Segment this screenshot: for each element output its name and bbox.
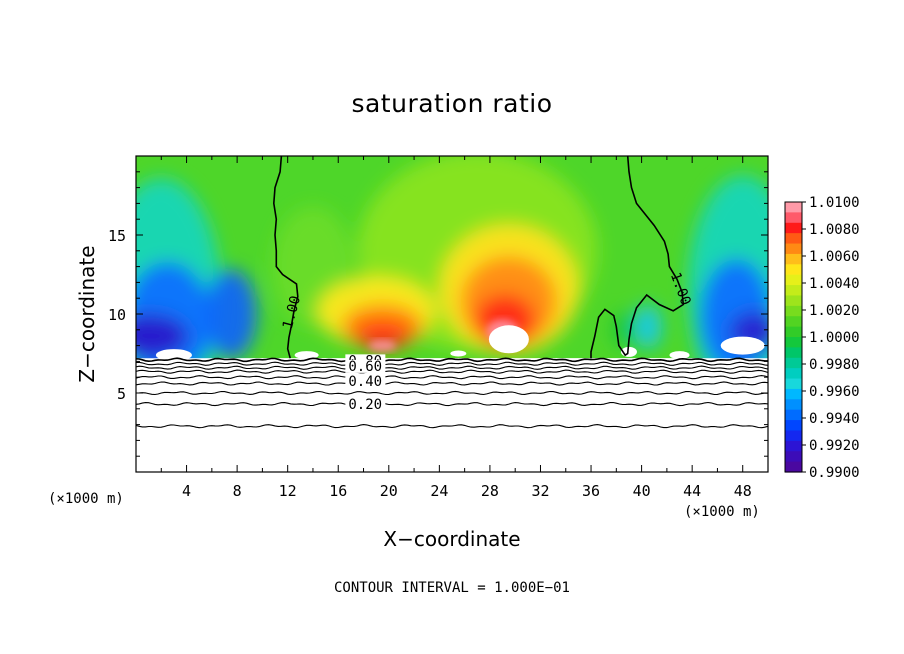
colorbar-band <box>785 233 802 245</box>
x-tick-label: 44 <box>683 482 701 500</box>
x-tick-label: 16 <box>329 482 347 500</box>
y-tick-label: 5 <box>117 385 126 403</box>
saturation-field <box>136 156 768 472</box>
x-axis-title: X−coordinate <box>383 527 520 551</box>
x-axis-ticks: 4 8 12 16 20 24 28 32 36 40 44 48 <box>160 156 752 500</box>
contour-label-bg <box>345 374 386 388</box>
contour-lines <box>136 156 768 429</box>
colorbar-label: 0.9960 <box>809 384 860 400</box>
colorbar-band <box>785 295 802 307</box>
colorbar-band <box>785 399 802 411</box>
white-mound-2 <box>488 325 529 354</box>
colorbar-label: 1.0000 <box>809 330 860 346</box>
white-mound-4 <box>720 336 765 355</box>
colorbar-label: 0.9920 <box>809 438 860 454</box>
x-tick-label: 12 <box>279 482 297 500</box>
white-mound-3 <box>450 350 467 357</box>
x-tick-label: 32 <box>531 482 549 500</box>
left-deep <box>136 314 189 359</box>
contour-level-6 <box>136 390 768 396</box>
contour-level-3 <box>136 369 768 374</box>
y-axis-title: Z−coordinate <box>75 245 99 382</box>
colorbar-band <box>785 461 802 473</box>
colorbar-band <box>785 378 802 390</box>
mid-cyan <box>633 304 662 349</box>
contour-interval-note: CONTOUR INTERVAL = 1.000E−01 <box>334 580 570 596</box>
white-mound-1 <box>294 351 319 360</box>
y-tick-label: 10 <box>108 306 126 324</box>
x-tick-label: 48 <box>734 482 752 500</box>
x-tick-label: 20 <box>380 482 398 500</box>
chart-title: saturation ratio <box>351 89 552 118</box>
lower-white <box>136 358 768 472</box>
x-tick-label: 24 <box>430 482 448 500</box>
colorbar-band <box>785 337 802 348</box>
contour-level-8 <box>136 424 768 429</box>
colorbar-band <box>785 451 802 463</box>
y-tick-label: 15 <box>108 227 126 245</box>
colorbar-band <box>785 326 802 338</box>
colorbar-label: 0.9900 <box>809 465 860 481</box>
x-tick-label: 4 <box>182 482 191 500</box>
contour-label: 0.60 <box>348 359 382 375</box>
colorbar-label: 1.0020 <box>809 303 860 319</box>
colorbar-label: 1.0100 <box>809 195 860 211</box>
contour-label: 0.20 <box>348 397 382 413</box>
x-tick-label: 36 <box>582 482 600 500</box>
colorbar-label: 1.0040 <box>809 276 860 292</box>
contour-label: 0.40 <box>348 374 382 390</box>
contour-level-2 <box>136 365 768 370</box>
x-unit-left: (×1000 m) <box>48 491 124 507</box>
contour-level-4 <box>136 375 768 380</box>
contour-labels: 1.001.000.800.600.400.20 <box>280 270 694 412</box>
contour-level-0 <box>136 357 768 363</box>
colorbar-band <box>785 253 802 265</box>
x-unit-right: (×1000 m) <box>684 504 760 520</box>
colorbar-band <box>785 212 802 224</box>
colorbar-band <box>785 430 802 442</box>
colorbar-band <box>785 285 802 297</box>
colorbar-band <box>785 222 802 234</box>
colorbar-band <box>785 357 802 369</box>
plume-1-red <box>356 324 409 349</box>
x-tick-label: 8 <box>233 482 242 500</box>
plume-1-pink <box>368 339 397 352</box>
colorbar-band <box>785 388 802 400</box>
contour-label-bg <box>345 397 386 411</box>
colorbar-band <box>785 368 802 380</box>
colorbar-band <box>785 347 802 359</box>
colorbar: 1.0100 1.0080 1.0060 1.0040 1.0020 1.0000 0.99… <box>784 195 860 481</box>
contour-1.00-right <box>590 156 685 359</box>
colorbar-label: 1.0080 <box>809 222 860 238</box>
contour-level-5 <box>136 381 768 386</box>
contour-level-1 <box>136 361 768 366</box>
white-mound-6 <box>669 351 690 360</box>
plume-3-green <box>612 311 633 348</box>
colorbar-band <box>785 274 802 286</box>
colorbar-band <box>785 305 802 317</box>
colorbar-band <box>785 243 802 255</box>
contour-1.00-left <box>272 156 299 359</box>
contour-label-bg <box>345 359 386 373</box>
colorbar-band <box>785 264 802 276</box>
left-blue-2 <box>204 269 257 359</box>
colorbar-band <box>785 202 802 213</box>
colorbar-band <box>785 440 802 452</box>
colorbar-band <box>785 316 802 328</box>
x-tick-label: 28 <box>481 482 499 500</box>
colorbar-label: 0.9940 <box>809 411 860 427</box>
contour-level-7 <box>136 401 768 407</box>
colorbar-label: 1.0060 <box>809 249 860 265</box>
colorbar-band <box>785 409 802 421</box>
x-tick-label: 40 <box>633 482 651 500</box>
white-mound-0 <box>155 349 192 362</box>
y-axis-ticks: 5 10 15 <box>108 171 768 457</box>
colorbar-label: 0.9980 <box>809 357 860 373</box>
colorbar-band <box>785 420 802 432</box>
